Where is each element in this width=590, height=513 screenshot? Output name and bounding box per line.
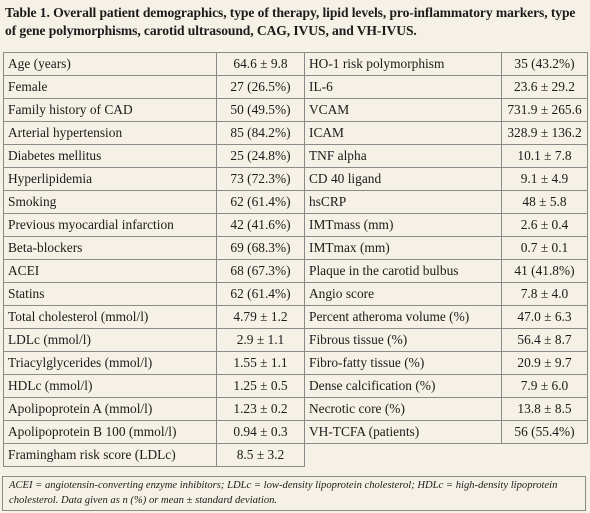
right-value-cell: 56 (55.4%) — [501, 420, 588, 444]
table-caption: Table 1. Overall patient demographics, t… — [5, 5, 576, 38]
right-label-cell: IMTmass (mm) — [304, 213, 502, 237]
right-label-cell: IL-6 — [304, 75, 502, 99]
right-value-cell: 7.8 ± 4.0 — [501, 282, 588, 306]
right-label-cell: Plaque in the carotid bulbus — [304, 259, 502, 283]
right-value-cell: 56.4 ± 8.7 — [501, 328, 588, 352]
right-label-cell: Angio score — [304, 282, 502, 306]
left-label-cell: Statins — [3, 282, 217, 306]
left-label-cell: Total cholesterol (mmol/l) — [3, 305, 217, 329]
left-label-cell: Smoking — [3, 190, 217, 214]
right-value-cell: 328.9 ± 136.2 — [501, 121, 588, 145]
table-row: Diabetes mellitus 25 (24.8%) TNF alpha 10.1… — [3, 144, 588, 168]
left-label-cell: HDLc (mmol/l) — [3, 374, 217, 398]
left-value-cell: 73 (72.3%) — [216, 167, 305, 191]
right-label-cell: VCAM — [304, 98, 502, 122]
right-label-cell: Necrotic core (%) — [304, 397, 502, 421]
right-label-cell — [305, 444, 502, 467]
table-row: Female 27 (26.5%) IL-6 23.6 ± 29.2 — [3, 75, 588, 99]
left-value-cell: 42 (41.6%) — [216, 213, 305, 237]
table-row: Apolipoprotein B 100 (mmol/l) 0.94 ± 0.3 V… — [3, 420, 588, 444]
left-label-cell: Female — [3, 75, 217, 99]
right-label-cell: Fibro-fatty tissue (%) — [304, 351, 502, 375]
right-value-cell: 35 (43.2%) — [501, 52, 588, 76]
right-value-cell: 7.9 ± 6.0 — [501, 374, 588, 398]
left-value-cell: 27 (26.5%) — [216, 75, 305, 99]
left-value-cell: 0.94 ± 0.3 — [216, 420, 305, 444]
left-value-cell: 1.25 ± 0.5 — [216, 374, 305, 398]
left-value-cell: 68 (67.3%) — [216, 259, 305, 283]
left-value-cell: 64.6 ± 9.8 — [216, 52, 305, 76]
left-label-cell: Apolipoprotein B 100 (mmol/l) — [3, 420, 217, 444]
table-row: HDLc (mmol/l) 1.25 ± 0.5 Dense calcificati… — [3, 374, 588, 398]
table-row: Triacylglycerides (mmol/l) 1.55 ± 1.1 Fibr… — [3, 351, 588, 375]
right-label-cell: Dense calcification (%) — [304, 374, 502, 398]
left-label-cell: Apolipoprotein A (mmol/l) — [3, 397, 217, 421]
table-row: LDLc (mmol/l) 2.9 ± 1.1 Fibrous tissue (%)… — [3, 328, 588, 352]
table-row: Arterial hypertension 85 (84.2%) ICAM 328.9… — [3, 121, 588, 145]
right-label-cell: hsCRP — [304, 190, 502, 214]
left-value-cell: 1.55 ± 1.1 — [216, 351, 305, 375]
left-value-cell: 50 (49.5%) — [216, 98, 305, 122]
right-value-cell — [502, 444, 588, 467]
left-label-cell: ACEI — [3, 259, 217, 283]
left-value-cell: 1.23 ± 0.2 — [216, 397, 305, 421]
right-value-cell: 23.6 ± 29.2 — [501, 75, 588, 99]
table-row: Framingham risk score (LDLc) 8.5 ± 3.2 — [3, 443, 588, 467]
right-label-cell: CD 40 ligand — [304, 167, 502, 191]
right-value-cell: 2.6 ± 0.4 — [501, 213, 588, 237]
left-value-cell: 85 (84.2%) — [216, 121, 305, 145]
left-value-cell: 62 (61.4%) — [216, 190, 305, 214]
table-body: Age (years) 64.6 ± 9.8 HO-1 risk polymorph… — [3, 52, 588, 467]
left-label-cell: Arterial hypertension — [3, 121, 217, 145]
left-value-cell: 25 (24.8%) — [216, 144, 305, 168]
right-value-cell: 41 (41.8%) — [501, 259, 588, 283]
right-label-cell: IMTmax (mm) — [304, 236, 502, 260]
table-row: Hyperlipidemia 73 (72.3%) CD 40 ligand 9.1 … — [3, 167, 588, 191]
left-label-cell: Hyperlipidemia — [3, 167, 217, 191]
table-row: Total cholesterol (mmol/l) 4.79 ± 1.2 Perc… — [3, 305, 588, 329]
right-value-cell: 20.9 ± 9.7 — [501, 351, 588, 375]
left-label-cell: Age (years) — [3, 52, 217, 76]
table-row: Age (years) 64.6 ± 9.8 HO-1 risk polymorph… — [3, 52, 588, 76]
right-value-cell: 10.1 ± 7.8 — [501, 144, 588, 168]
table-row: Apolipoprotein A (mmol/l) 1.23 ± 0.2 Necro… — [3, 397, 588, 421]
right-label-cell: VH-TCFA (patients) — [304, 420, 502, 444]
table-row: Family history of CAD 50 (49.5%) VCAM 731.9… — [3, 98, 588, 122]
left-value-cell: 4.79 ± 1.2 — [216, 305, 305, 329]
table-row: ACEI 68 (67.3%) Plaque in the carotid bulb… — [3, 259, 588, 283]
left-label-cell: LDLc (mmol/l) — [3, 328, 217, 352]
demographics-table: Age (years) 64.6 ± 9.8 HO-1 risk polymorph… — [3, 52, 588, 467]
table-row: Statins 62 (61.4%) Angio score 7.8 ± 4.0 — [3, 282, 588, 306]
right-value-cell: 731.9 ± 265.6 — [501, 98, 588, 122]
table-footnote: ACEI = angiotensin-converting enzyme inh… — [2, 476, 586, 511]
left-value-cell: 62 (61.4%) — [216, 282, 305, 306]
left-label-cell: Framingham risk score (LDLc) — [3, 443, 217, 467]
left-label-cell: Triacylglycerides (mmol/l) — [3, 351, 217, 375]
left-value-cell: 8.5 ± 3.2 — [216, 443, 305, 467]
table-row: Beta-blockers 69 (68.3%) IMTmax (mm) 0.7 ± … — [3, 236, 588, 260]
right-label-cell: ICAM — [304, 121, 502, 145]
left-value-cell: 69 (68.3%) — [216, 236, 305, 260]
left-label-cell: Previous myocardial infarction — [3, 213, 217, 237]
right-label-cell: Fibrous tissue (%) — [304, 328, 502, 352]
left-label-cell: Diabetes mellitus — [3, 144, 217, 168]
right-value-cell: 48 ± 5.8 — [501, 190, 588, 214]
right-value-cell: 47.0 ± 6.3 — [501, 305, 588, 329]
left-label-cell: Beta-blockers — [3, 236, 217, 260]
right-label-cell: HO-1 risk polymorphism — [304, 52, 502, 76]
right-value-cell: 9.1 ± 4.9 — [501, 167, 588, 191]
left-value-cell: 2.9 ± 1.1 — [216, 328, 305, 352]
right-value-cell: 13.8 ± 8.5 — [501, 397, 588, 421]
table-row: Previous myocardial infarction 42 (41.6%)… — [3, 213, 588, 237]
table-row: Smoking 62 (61.4%) hsCRP 48 ± 5.8 — [3, 190, 588, 214]
right-value-cell: 0.7 ± 0.1 — [501, 236, 588, 260]
left-label-cell: Family history of CAD — [3, 98, 217, 122]
right-label-cell: TNF alpha — [304, 144, 502, 168]
right-label-cell: Percent atheroma volume (%) — [304, 305, 502, 329]
